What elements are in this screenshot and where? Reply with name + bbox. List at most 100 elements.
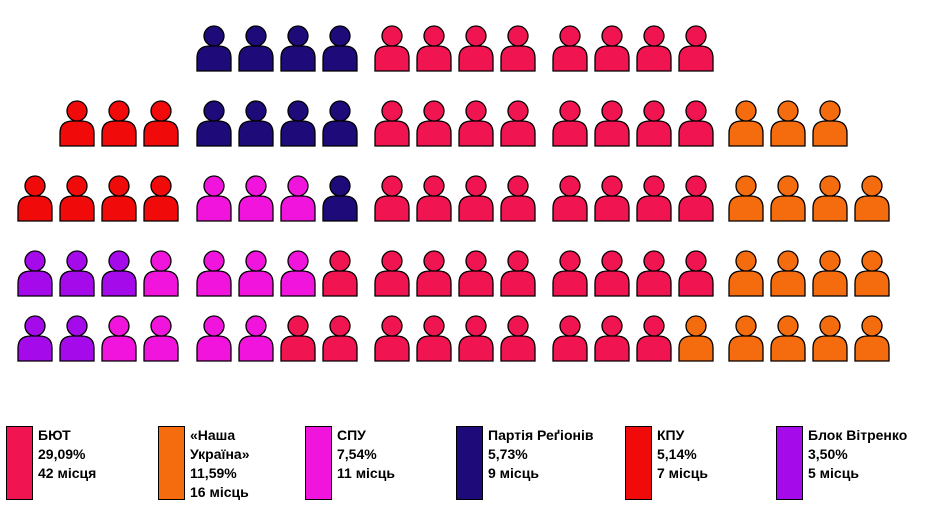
legend-swatch-spu — [305, 426, 332, 500]
legend-name-regions: Партія Реґіонів — [488, 427, 594, 443]
seat-icon — [500, 100, 536, 147]
seat-icon — [238, 100, 274, 147]
legend-name-vitrenko: Блок Вітренко — [808, 427, 908, 443]
legend-swatch-kpu — [625, 426, 652, 500]
legend-seats-kpu: 7 місць — [657, 465, 708, 481]
seat-icon — [636, 100, 672, 147]
legend-percent-nu: 11,59% — [190, 465, 237, 481]
seat-icon — [812, 315, 848, 362]
seat-icon — [59, 175, 95, 222]
seat-icon — [770, 250, 806, 297]
seat-icon — [196, 315, 232, 362]
seat-icon — [59, 100, 95, 147]
seat-icon — [636, 250, 672, 297]
seat-icon — [552, 175, 588, 222]
seat-icon — [812, 175, 848, 222]
seat-icon — [196, 250, 232, 297]
seat-icon — [322, 315, 358, 362]
legend-percent-regions: 5,73% — [488, 446, 528, 462]
seat-icon — [728, 175, 764, 222]
seat-icon — [322, 25, 358, 72]
seat-icon — [17, 315, 53, 362]
seat-icon — [854, 250, 890, 297]
legend-swatch-vitrenko — [776, 426, 803, 500]
legend-name-nu: «Наша Україна» — [190, 427, 250, 462]
seat-icon — [196, 100, 232, 147]
seat-icon — [552, 25, 588, 72]
seat-icon — [678, 175, 714, 222]
seat-icon — [552, 100, 588, 147]
seat-grid — [17, 25, 890, 362]
seat-icon — [322, 100, 358, 147]
seat-icon — [280, 25, 316, 72]
seat-icon — [374, 175, 410, 222]
legend-percent-kpu: 5,14% — [657, 446, 697, 462]
seat-icon — [322, 175, 358, 222]
seat-icon — [728, 315, 764, 362]
seat-icon — [101, 175, 137, 222]
seat-icon — [143, 250, 179, 297]
seat-icon — [416, 175, 452, 222]
seat-icon — [552, 315, 588, 362]
seat-icon — [238, 25, 274, 72]
seat-icon — [678, 315, 714, 362]
seat-icon — [374, 315, 410, 362]
legend-swatch-nu — [158, 426, 185, 500]
seat-icon — [458, 250, 494, 297]
seat-icon — [728, 100, 764, 147]
seat-icon — [416, 250, 452, 297]
seat-icon — [101, 100, 137, 147]
legend-seats-spu: 11 місць — [337, 465, 395, 481]
seat-icon — [770, 100, 806, 147]
seat-icon — [594, 25, 630, 72]
seat-icon — [728, 250, 764, 297]
legend-swatch-regions — [456, 426, 483, 500]
seat-icon — [238, 315, 274, 362]
legend-seats-byut: 42 місця — [38, 465, 97, 481]
seat-icon — [854, 315, 890, 362]
seat-icon — [458, 100, 494, 147]
seat-icon — [500, 175, 536, 222]
seat-icon — [500, 25, 536, 72]
seat-icon — [678, 25, 714, 72]
seat-icon — [238, 175, 274, 222]
seat-icon — [678, 100, 714, 147]
seat-icon — [770, 175, 806, 222]
seat-icon — [59, 315, 95, 362]
seat-icon — [59, 250, 95, 297]
legend-percent-spu: 7,54% — [337, 446, 377, 462]
seat-icon — [416, 315, 452, 362]
seat-icon — [594, 315, 630, 362]
legend-swatch-byut — [6, 426, 33, 500]
seat-icon — [594, 250, 630, 297]
seat-icon — [500, 315, 536, 362]
seat-icon — [500, 250, 536, 297]
seat-icon — [594, 100, 630, 147]
seat-icon — [636, 25, 672, 72]
seat-icon — [678, 250, 714, 297]
seat-icon — [101, 250, 137, 297]
legend-name-kpu: КПУ — [657, 427, 685, 443]
legend-seats-vitrenko: 5 місць — [808, 465, 859, 481]
legend-percent-byut: 29,09% — [38, 446, 86, 462]
seat-icon — [143, 175, 179, 222]
legend-name-byut: БЮТ — [38, 427, 71, 443]
seat-icon — [17, 175, 53, 222]
seat-icon — [280, 250, 316, 297]
seat-icon — [594, 175, 630, 222]
seat-icon — [374, 25, 410, 72]
seat-icon — [770, 315, 806, 362]
seat-icon — [854, 175, 890, 222]
seat-icon — [416, 25, 452, 72]
seat-icon — [374, 250, 410, 297]
seat-icon — [196, 175, 232, 222]
seat-icon — [196, 25, 232, 72]
seat-icon — [143, 315, 179, 362]
seat-icon — [636, 175, 672, 222]
seat-icon — [280, 175, 316, 222]
legend-name-spu: СПУ — [337, 427, 366, 443]
seat-icon — [416, 100, 452, 147]
seat-icon — [636, 315, 672, 362]
seat-icon — [458, 175, 494, 222]
